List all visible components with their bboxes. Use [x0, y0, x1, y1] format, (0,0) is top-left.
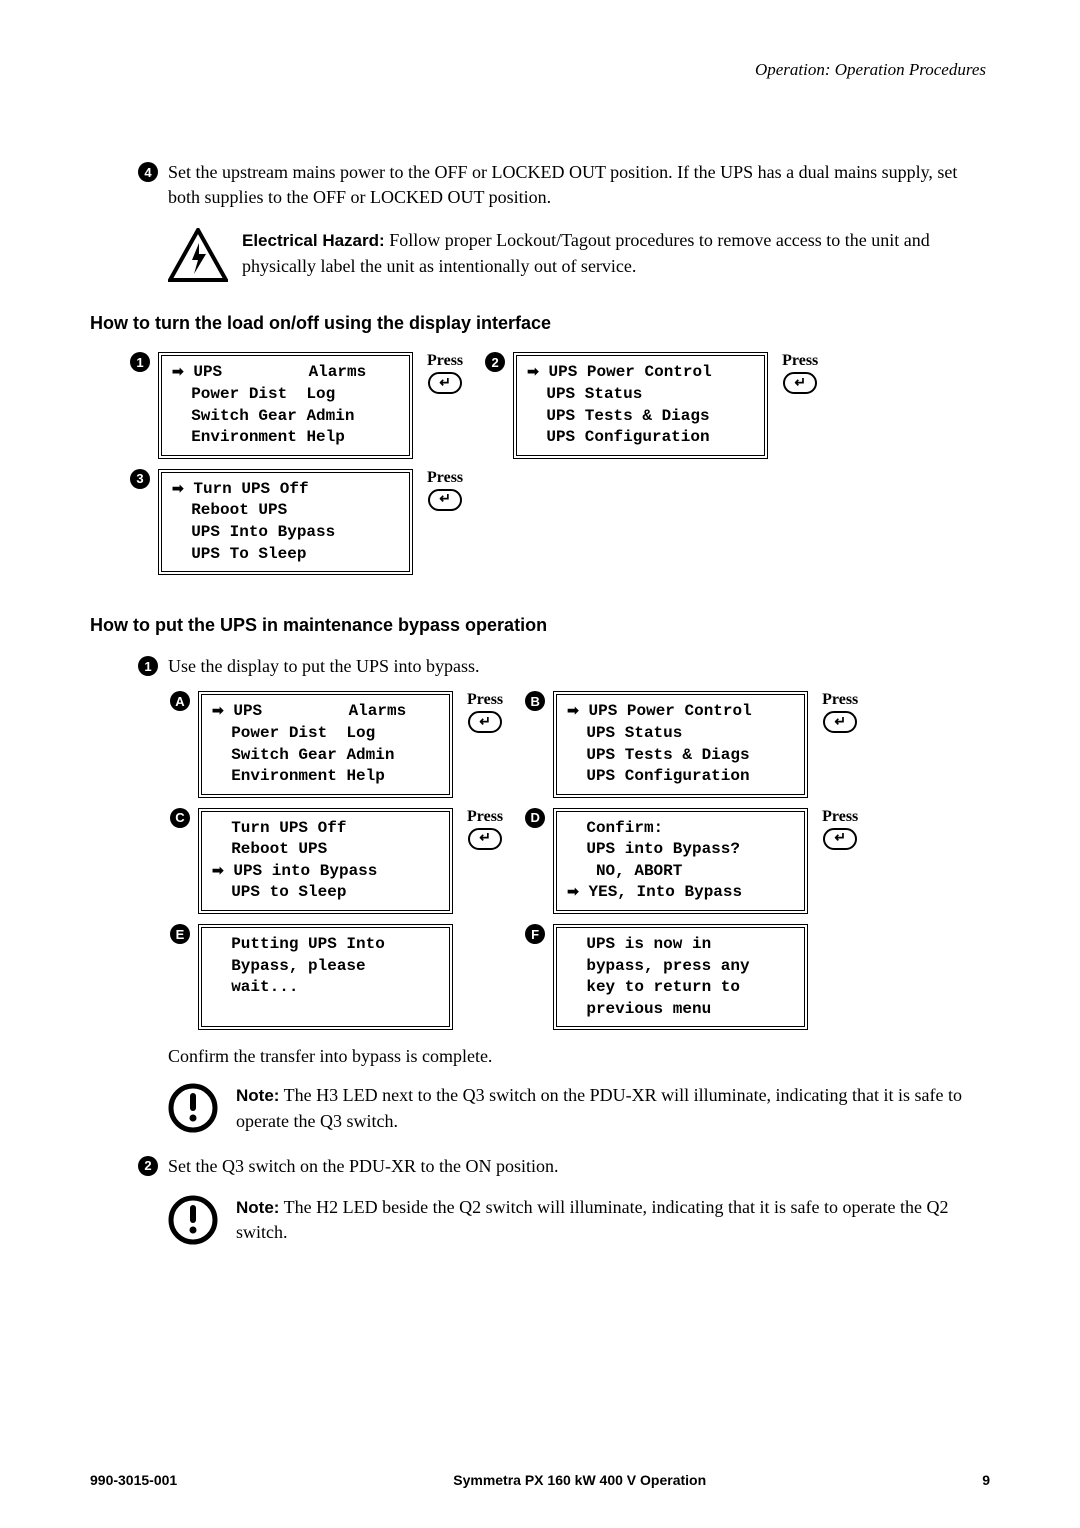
press-label-a: Press: [467, 691, 503, 709]
display-menu-f: UPS is now in bypass, press any key to r…: [553, 924, 808, 1030]
display-menu-e: Putting UPS Into Bypass, please wait...: [198, 924, 453, 1030]
press-label-d: Press: [822, 808, 858, 826]
footer-doc-num: 990-3015-001: [90, 1472, 177, 1488]
m1-env: Environment: [191, 428, 297, 446]
footer-title: Symmetra PX 160 kW 400 V Operation: [453, 1472, 706, 1488]
note-icon-2: [168, 1195, 218, 1245]
m3-reboot: Reboot UPS: [191, 501, 287, 519]
menu-3-badge: 3: [130, 469, 150, 489]
ma-ups: UPS: [233, 702, 262, 720]
press-label-c: Press: [467, 808, 503, 826]
m3-bypass: UPS Into Bypass: [191, 523, 335, 541]
footer-page: 9: [982, 1472, 990, 1488]
enter-button-a[interactable]: ↵: [468, 711, 502, 733]
ma-log: Log: [346, 724, 375, 742]
page-header: Operation: Operation Procedures: [90, 60, 990, 80]
md-confirm: Confirm:: [586, 819, 663, 837]
bypass-step-1-badge: 1: [138, 656, 158, 676]
menu-a-badge: A: [170, 691, 190, 711]
bypass-step-2-text: Set the Q3 switch on the PDU-XR to the O…: [168, 1154, 558, 1179]
hazard-text: Electrical Hazard: Follow proper Lockout…: [242, 228, 990, 278]
note-2-text: Note: The H2 LED beside the Q2 switch wi…: [236, 1195, 990, 1245]
menu-b-badge: B: [525, 691, 545, 711]
m1-help: Help: [306, 428, 344, 446]
menu-1-badge: 1: [130, 352, 150, 372]
confirm-transfer-text: Confirm the transfer into bypass is comp…: [168, 1046, 990, 1067]
m1-log: Log: [306, 385, 335, 403]
enter-button-c[interactable]: ↵: [468, 828, 502, 850]
m2-power-control: UPS Power Control: [548, 363, 711, 381]
bypass-step-2-badge: 2: [138, 1156, 158, 1176]
m1-switchgear: Switch Gear: [191, 407, 297, 425]
press-label-1: Press: [427, 352, 463, 370]
m1-admin: Admin: [306, 407, 354, 425]
note-2-body: The H2 LED beside the Q2 switch will ill…: [236, 1197, 948, 1242]
menu-d-badge: D: [525, 808, 545, 828]
md-yes: YES, Into Bypass: [588, 883, 742, 901]
press-label-b: Press: [822, 691, 858, 709]
display-menu-c: Turn UPS Off Reboot UPS ➡ UPS into Bypas…: [198, 808, 453, 914]
md-no: NO, ABORT: [586, 862, 682, 880]
mb-power-control: UPS Power Control: [588, 702, 751, 720]
note-1-label: Note:: [236, 1086, 279, 1105]
m3-off: Turn UPS Off: [193, 480, 308, 498]
step-4-text: Set the upstream mains power to the OFF …: [168, 160, 990, 210]
display-menu-d: Confirm: UPS into Bypass? NO, ABORT ➡ YE…: [553, 808, 808, 914]
enter-button-2[interactable]: ↵: [783, 372, 817, 394]
note-2-label: Note:: [236, 1198, 279, 1217]
me-l1: Putting UPS Into: [231, 935, 385, 953]
me-l2: Bypass, please: [231, 957, 365, 975]
enter-button-3[interactable]: ↵: [428, 489, 462, 511]
display-menu-2: ➡ UPS Power Control UPS Status UPS Tests…: [513, 352, 768, 458]
electrical-hazard-icon: [168, 228, 228, 283]
ma-env: Environment: [231, 767, 337, 785]
note-1-text: Note: The H3 LED next to the Q3 switch o…: [236, 1083, 990, 1133]
display-menu-3: ➡ Turn UPS Off Reboot UPS UPS Into Bypas…: [158, 469, 413, 575]
ma-switchgear: Switch Gear: [231, 746, 337, 764]
m3-sleep: UPS To Sleep: [191, 545, 306, 563]
enter-button-1[interactable]: ↵: [428, 372, 462, 394]
m1-powerdist: Power Dist: [191, 385, 287, 403]
ma-help: Help: [346, 767, 384, 785]
mf-l3: key to return to: [586, 978, 740, 996]
m1-alarms: Alarms: [309, 363, 367, 381]
heading-load-onoff: How to turn the load on/off using the di…: [90, 313, 990, 334]
display-menu-b: ➡ UPS Power Control UPS Status UPS Tests…: [553, 691, 808, 797]
press-label-2: Press: [782, 352, 818, 370]
mf-l1: UPS is now in: [586, 935, 711, 953]
menu-2-badge: 2: [485, 352, 505, 372]
display-menu-1: ➡ UPS Alarms Power Dist Log Switch Gear …: [158, 352, 413, 458]
m2-status: UPS Status: [546, 385, 642, 403]
menu-e-badge: E: [170, 924, 190, 944]
note-1-body: The H3 LED next to the Q3 switch on the …: [236, 1085, 962, 1130]
mb-config: UPS Configuration: [586, 767, 749, 785]
ma-powerdist: Power Dist: [231, 724, 327, 742]
step-4-badge: 4: [138, 162, 158, 182]
mf-l2: bypass, press any: [586, 957, 749, 975]
hazard-label: Electrical Hazard:: [242, 231, 385, 250]
mc-sleep: UPS to Sleep: [231, 883, 346, 901]
mc-bypass: UPS into Bypass: [233, 862, 377, 880]
heading-bypass: How to put the UPS in maintenance bypass…: [90, 615, 990, 636]
m1-ups: UPS: [193, 363, 222, 381]
m2-config: UPS Configuration: [546, 428, 709, 446]
menu-f-badge: F: [525, 924, 545, 944]
bypass-step-1-text: Use the display to put the UPS into bypa…: [168, 654, 480, 679]
enter-button-b[interactable]: ↵: [823, 711, 857, 733]
ma-admin: Admin: [346, 746, 394, 764]
mc-off: Turn UPS Off: [231, 819, 346, 837]
ma-alarms: Alarms: [349, 702, 407, 720]
mb-tests: UPS Tests & Diags: [586, 746, 749, 764]
md-question: UPS into Bypass?: [586, 840, 740, 858]
mf-l4: previous menu: [586, 1000, 711, 1018]
enter-button-d[interactable]: ↵: [823, 828, 857, 850]
note-icon: [168, 1083, 218, 1133]
menu-c-badge: C: [170, 808, 190, 828]
mc-reboot: Reboot UPS: [231, 840, 327, 858]
display-menu-a: ➡ UPS Alarms Power Dist Log Switch Gear …: [198, 691, 453, 797]
mb-status: UPS Status: [586, 724, 682, 742]
press-label-3: Press: [427, 469, 463, 487]
me-l3: wait...: [231, 978, 298, 996]
m2-tests: UPS Tests & Diags: [546, 407, 709, 425]
